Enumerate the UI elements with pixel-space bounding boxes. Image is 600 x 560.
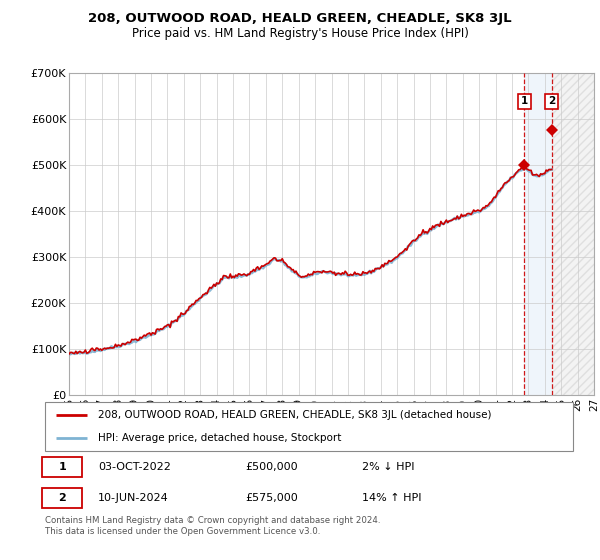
Text: Contains HM Land Registry data © Crown copyright and database right 2024.
This d: Contains HM Land Registry data © Crown c… xyxy=(45,516,380,536)
Text: 2% ↓ HPI: 2% ↓ HPI xyxy=(362,461,415,472)
Text: £575,000: £575,000 xyxy=(245,493,298,503)
FancyBboxPatch shape xyxy=(45,402,573,451)
Text: 10-JUN-2024: 10-JUN-2024 xyxy=(98,493,169,503)
Text: 03-OCT-2022: 03-OCT-2022 xyxy=(98,461,170,472)
Text: 208, OUTWOOD ROAD, HEALD GREEN, CHEADLE, SK8 3JL: 208, OUTWOOD ROAD, HEALD GREEN, CHEADLE,… xyxy=(88,12,512,25)
Text: HPI: Average price, detached house, Stockport: HPI: Average price, detached house, Stoc… xyxy=(98,433,341,444)
Text: Price paid vs. HM Land Registry's House Price Index (HPI): Price paid vs. HM Land Registry's House … xyxy=(131,27,469,40)
Text: 1: 1 xyxy=(58,461,66,472)
Text: 1: 1 xyxy=(521,96,528,106)
Bar xyxy=(524,73,551,395)
FancyBboxPatch shape xyxy=(43,456,82,477)
Bar xyxy=(551,73,594,395)
Text: 14% ↑ HPI: 14% ↑ HPI xyxy=(362,493,421,503)
FancyBboxPatch shape xyxy=(43,488,82,508)
Text: £500,000: £500,000 xyxy=(245,461,298,472)
Text: 2: 2 xyxy=(548,96,555,106)
Text: 2: 2 xyxy=(58,493,66,503)
Text: 208, OUTWOOD ROAD, HEALD GREEN, CHEADLE, SK8 3JL (detached house): 208, OUTWOOD ROAD, HEALD GREEN, CHEADLE,… xyxy=(98,410,491,421)
